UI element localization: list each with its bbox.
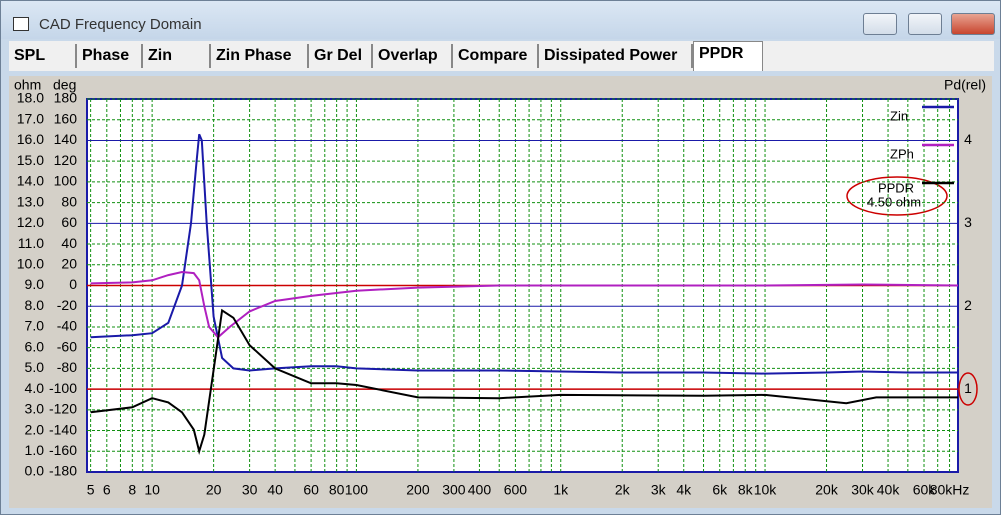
tab[interactable]: Dissipated Power (539, 44, 693, 68)
y-tick-label: 4.0 (25, 380, 45, 396)
x-tick-label: 200 (406, 482, 430, 498)
title-bar: CAD Frequency Domain (1, 1, 1000, 39)
legend-label: PPDR (878, 180, 914, 195)
y-tick-label: 3.0 (25, 401, 45, 417)
x-tick-label: 40 (267, 482, 283, 498)
y3-tick-label: 40 (61, 235, 77, 251)
y2-tick-label: 2 (964, 297, 972, 313)
y-tick-label: 13.0 (17, 193, 44, 209)
tab[interactable]: Zin Phase (211, 44, 309, 68)
legend-label: Zin (890, 108, 908, 123)
y-tick-label: 11.0 (18, 235, 44, 251)
y-tick-label: 0.0 (25, 463, 45, 479)
x-tick-label: 6k (712, 482, 728, 498)
tab[interactable]: PPDR (693, 41, 763, 71)
maximize-button[interactable] (908, 13, 942, 35)
x-tick-label: 10 (144, 482, 160, 498)
y-tick-label: 14.0 (17, 173, 44, 189)
close-button[interactable] (951, 13, 995, 35)
y-tick-label: 10.0 (17, 255, 44, 271)
y3-tick-label: 100 (54, 173, 78, 189)
y-tick-label: 5.0 (25, 359, 45, 375)
x-tick-label: 60 (303, 482, 319, 498)
series-line (90, 308, 958, 456)
x-tick-label: 4k (676, 482, 692, 498)
y2-tick-label: 1 (964, 380, 972, 396)
y3-tick-label: -100 (49, 380, 77, 396)
y3-tick-label: 160 (54, 110, 78, 126)
tab-strip: SPL Phase Zin Zin Phase Gr Del Overlap Compare… (9, 41, 994, 71)
y-tick-label: 16.0 (17, 131, 44, 147)
series-line (90, 270, 959, 339)
y3-tick-label: -20 (57, 297, 77, 313)
y3-tick-label: 60 (61, 214, 77, 230)
x-tick-label: 600 (504, 482, 528, 498)
tab[interactable]: Phase (77, 44, 143, 68)
y3-tick-label: 20 (61, 255, 77, 271)
y3-tick-label: -80 (57, 359, 77, 375)
x-tick-label: 100 (345, 482, 369, 498)
y-tick-label: 1.0 (25, 442, 45, 458)
x-tick-label: 8k (738, 482, 754, 498)
window-title: CAD Frequency Domain (39, 16, 202, 33)
x-tick-label: 6 (103, 482, 111, 498)
y3-axis-label: deg (53, 77, 76, 93)
minimize-button[interactable] (863, 13, 897, 35)
x-tick-label: 60k (913, 482, 937, 498)
y3-tick-label: 180 (54, 90, 78, 106)
highlight-ellipse (958, 372, 978, 406)
y2-axis-label: Pd(rel) (944, 77, 986, 93)
y2-tick-label: 4 (964, 131, 972, 147)
y3-tick-label: -120 (49, 401, 77, 417)
y3-tick-label: 140 (54, 131, 78, 147)
x-tick-label: 8 (128, 482, 136, 498)
tab[interactable]: Zin (143, 44, 211, 68)
x-tick-label: 2k (615, 482, 631, 498)
y-tick-label: 15.0 (17, 152, 44, 168)
x-tick-label: 80 (329, 482, 345, 498)
y3-tick-label: 80 (61, 193, 77, 209)
x-tick-label: 3k (651, 482, 667, 498)
x-tick-label: 20 (206, 482, 222, 498)
x-tick-label: 80kHz (930, 482, 970, 498)
y3-tick-label: 120 (54, 152, 78, 168)
x-tick-label: 5 (87, 482, 95, 498)
y-tick-label: 12.0 (17, 214, 44, 230)
tab[interactable]: SPL (9, 44, 77, 68)
x-tick-label: 40k (877, 482, 901, 498)
y-tick-label: 8.0 (25, 297, 45, 313)
y3-tick-label: -60 (57, 338, 77, 354)
y-tick-label: 7.0 (25, 318, 45, 334)
highlight-ellipse (846, 176, 948, 216)
x-tick-label: 1k (553, 482, 569, 498)
x-tick-label: 30 (242, 482, 258, 498)
x-tick-label: 10k (754, 482, 778, 498)
y-tick-label: 9.0 (25, 276, 45, 292)
y-tick-label: 17.0 (17, 110, 44, 126)
y3-tick-label: -140 (49, 421, 77, 437)
tab[interactable]: Gr Del (309, 44, 373, 68)
y-tick-label: 6.0 (25, 338, 45, 354)
y-tick-label: 2.0 (25, 421, 45, 437)
y2-tick-label: 3 (964, 214, 972, 230)
series-line (90, 133, 958, 375)
y-tick-label: 18.0 (17, 90, 44, 106)
y3-tick-label: -40 (57, 318, 77, 334)
x-tick-label: 20k (815, 482, 839, 498)
legend-annotation: 4.50 ohm (867, 194, 921, 209)
x-tick-label: 400 (468, 482, 492, 498)
tab[interactable]: Compare (453, 44, 539, 68)
y3-tick-label: -180 (49, 463, 77, 479)
x-tick-label: 300 (442, 482, 466, 498)
tab[interactable]: Overlap (373, 44, 453, 68)
y-axis-label: ohm (14, 77, 41, 93)
y3-tick-label: 0 (69, 276, 77, 292)
legend-label: ZPh (890, 146, 914, 161)
y3-tick-label: -160 (49, 442, 77, 458)
app-icon (13, 17, 29, 31)
x-tick-label: 30k (851, 482, 875, 498)
